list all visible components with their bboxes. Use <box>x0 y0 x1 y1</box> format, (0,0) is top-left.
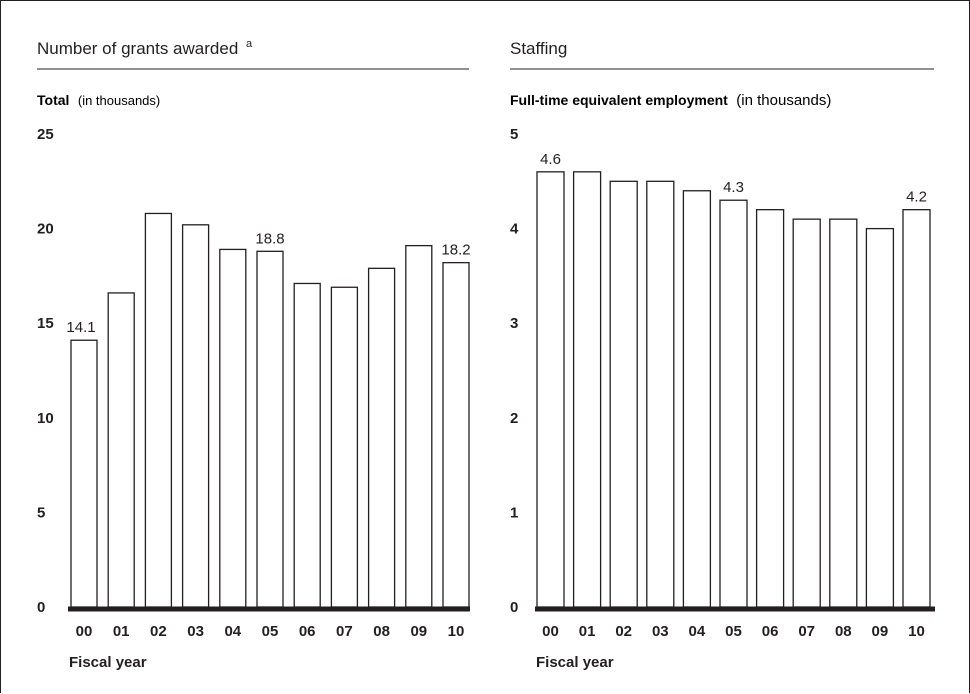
right-subtitle-regular: (in thousands) <box>736 92 831 109</box>
y-tick-label: 10 <box>37 410 54 427</box>
x-tick-label: 07 <box>336 623 353 640</box>
x-tick-label: 10 <box>908 623 925 640</box>
bar-05 <box>719 199 748 608</box>
y-tick-label: 25 <box>37 126 54 143</box>
bar-08 <box>367 267 396 608</box>
bar-01 <box>572 171 602 608</box>
bar-10 <box>902 209 931 608</box>
left-x-axis-label: Fiscal year <box>69 654 147 671</box>
y-tick-label: 15 <box>37 315 54 332</box>
bar-04 <box>682 190 712 608</box>
y-tick-label: 5 <box>510 126 518 143</box>
left-chart-title-text: Number of grants awarded <box>37 39 238 58</box>
y-tick-label: 20 <box>37 221 54 238</box>
bar-03 <box>646 180 675 608</box>
data-label: 4.6 <box>540 151 561 168</box>
data-label: 4.2 <box>906 189 927 206</box>
x-tick-label: 10 <box>448 623 465 640</box>
y-tick-label: 4 <box>510 221 519 238</box>
x-tick-label: 03 <box>187 623 204 640</box>
y-tick-label: 1 <box>510 504 518 521</box>
x-tick-label: 01 <box>579 623 596 640</box>
right-x-axis-label: Fiscal year <box>536 654 614 671</box>
left-panel-header: Number of grants awarded a Total (in tho… <box>37 38 469 109</box>
y-tick-label: 5 <box>37 504 45 521</box>
x-tick-label: 08 <box>835 623 852 640</box>
bar-10 <box>442 262 470 608</box>
x-tick-label: 02 <box>615 623 632 640</box>
bar-06 <box>755 209 785 608</box>
bar-01 <box>107 292 135 608</box>
bar-04 <box>219 248 247 608</box>
left-subtitle-bold: Total <box>37 92 69 108</box>
x-tick-label: 08 <box>373 623 390 640</box>
x-tick-label: 07 <box>798 623 815 640</box>
y-tick-label: 2 <box>510 410 518 427</box>
x-tick-label: 06 <box>762 623 779 640</box>
bar-03 <box>181 224 210 608</box>
x-tick-label: 09 <box>872 623 889 640</box>
bar-05 <box>256 250 284 608</box>
right-panel-header: Staffing Full-time equivalent employment… <box>510 39 934 109</box>
y-tick-label: 3 <box>510 315 518 332</box>
data-label: 18.8 <box>255 230 284 247</box>
bar-07 <box>330 286 359 608</box>
x-tick-label: 02 <box>150 623 167 640</box>
data-label: 4.3 <box>723 179 744 196</box>
bar-09 <box>405 244 433 608</box>
x-tick-label: 01 <box>113 623 130 640</box>
bar-06 <box>293 282 321 608</box>
data-label: 14.1 <box>66 319 95 336</box>
x-tick-label: 00 <box>542 623 559 640</box>
y-tick-label: 0 <box>37 599 45 616</box>
right-chart-title: Staffing <box>510 39 567 58</box>
left-chart-subtitle: Total (in thousands) <box>37 92 160 109</box>
x-tick-label: 04 <box>224 623 241 640</box>
y-tick-label: 0 <box>510 599 518 616</box>
right-subtitle-bold: Full-time equivalent employment <box>510 92 728 108</box>
bar-08 <box>829 218 858 608</box>
bar-07 <box>792 218 821 608</box>
bar-02 <box>144 212 173 608</box>
left-subtitle-regular: (in thousands) <box>78 93 160 108</box>
bar-00 <box>70 339 98 608</box>
bar-00 <box>536 171 565 608</box>
right-chart-subtitle: Full-time equivalent employment (in thou… <box>510 92 831 109</box>
x-tick-label: 05 <box>725 623 742 640</box>
x-tick-label: 09 <box>410 623 427 640</box>
x-tick-label: 04 <box>689 623 706 640</box>
bar-02 <box>609 180 638 608</box>
left-chart-title: Number of grants awarded a <box>37 38 253 58</box>
x-tick-label: 06 <box>299 623 316 640</box>
left-chart-title-superscript: a <box>246 38 253 50</box>
x-tick-label: 05 <box>262 623 279 640</box>
x-tick-label: 03 <box>652 623 669 640</box>
bar-09 <box>865 227 895 608</box>
x-tick-label: 00 <box>76 623 93 640</box>
data-label: 18.2 <box>441 242 470 259</box>
